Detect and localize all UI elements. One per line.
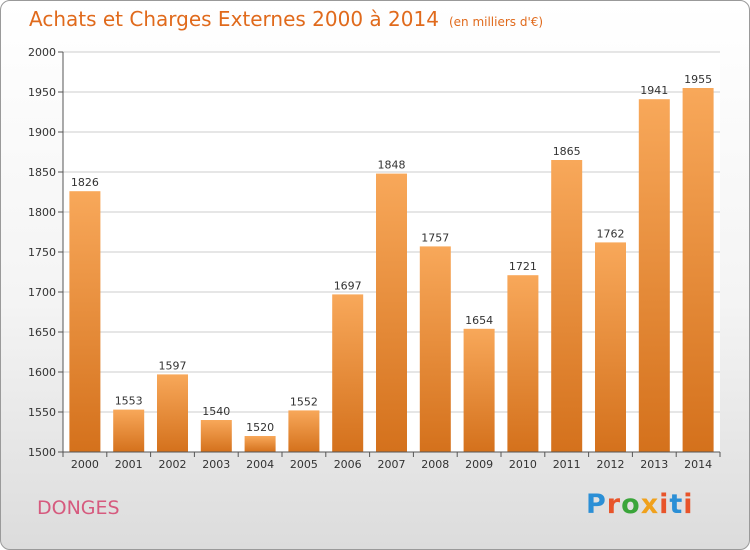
chart-title-text: Achats et Charges Externes 2000 à 2014	[29, 7, 439, 31]
bar	[682, 88, 714, 452]
bar	[113, 409, 145, 452]
logo-letter: x	[640, 489, 660, 520]
y-tick-label: 1850	[28, 166, 56, 179]
y-tick-label: 1500	[28, 446, 56, 459]
y-tick-label: 1550	[28, 406, 56, 419]
x-tick-label: 2013	[640, 458, 668, 471]
bar	[200, 420, 232, 452]
logo-letter: r	[606, 489, 622, 520]
y-tick-label: 1650	[28, 326, 56, 339]
x-tick-label: 2007	[378, 458, 406, 471]
y-tick-label: 2000	[28, 46, 56, 59]
bar	[288, 410, 320, 452]
x-tick-label: 2014	[684, 458, 712, 471]
data-label: 1941	[640, 84, 668, 97]
data-label: 1553	[115, 395, 143, 408]
data-label: 1654	[465, 314, 493, 327]
data-label: 1865	[553, 145, 581, 158]
x-tick-label: 2003	[202, 458, 230, 471]
x-tick-label: 2008	[421, 458, 449, 471]
logo-letter: i	[683, 489, 694, 520]
logo-letter: o	[621, 489, 641, 520]
logo-letter: i	[659, 489, 670, 520]
bar	[595, 242, 626, 452]
data-label: 1540	[202, 405, 230, 418]
x-tick-label: 2001	[115, 458, 143, 471]
x-tick-label: 2002	[159, 458, 187, 471]
data-label: 1757	[421, 231, 449, 244]
x-tick-label: 2012	[597, 458, 625, 471]
y-tick-label: 1750	[28, 246, 56, 259]
bar	[551, 160, 583, 452]
data-label: 1520	[246, 421, 274, 434]
data-label: 1848	[378, 159, 406, 172]
chart-unit: (en milliers d'€)	[448, 15, 544, 29]
bar	[244, 436, 276, 452]
chart-title: Achats et Charges Externes 2000 à 2014 (e…	[29, 7, 543, 31]
y-tick-label: 1700	[28, 286, 56, 299]
y-tick-label: 1900	[28, 126, 56, 139]
data-label: 1697	[334, 279, 362, 292]
bar	[332, 294, 364, 452]
x-tick-label: 2011	[553, 458, 581, 471]
x-tick-label: 2005	[290, 458, 318, 471]
x-tick-label: 2000	[71, 458, 99, 471]
logo-letter: t	[669, 489, 684, 520]
y-tick-label: 1950	[28, 86, 56, 99]
x-tick-label: 2010	[509, 458, 537, 471]
bar	[69, 191, 101, 452]
y-tick-label: 1800	[28, 206, 56, 219]
x-tick-label: 2009	[465, 458, 493, 471]
x-tick-label: 2004	[246, 458, 274, 471]
bar	[463, 328, 495, 452]
data-label: 1597	[159, 359, 187, 372]
logo-letter: P	[586, 489, 607, 520]
data-label: 1552	[290, 395, 318, 408]
proxiti-logo: Proxiti	[586, 489, 694, 520]
bar	[638, 99, 670, 452]
bar	[376, 173, 407, 452]
data-label: 1721	[509, 260, 537, 273]
x-tick-label: 2006	[334, 458, 362, 471]
bar	[157, 374, 188, 452]
data-label: 1826	[71, 176, 99, 189]
city-name: DONGES	[37, 497, 120, 519]
y-tick-label: 1600	[28, 366, 56, 379]
data-label: 1762	[597, 227, 625, 240]
data-label: 1955	[684, 73, 712, 86]
bar	[419, 246, 451, 452]
bar	[507, 275, 539, 452]
